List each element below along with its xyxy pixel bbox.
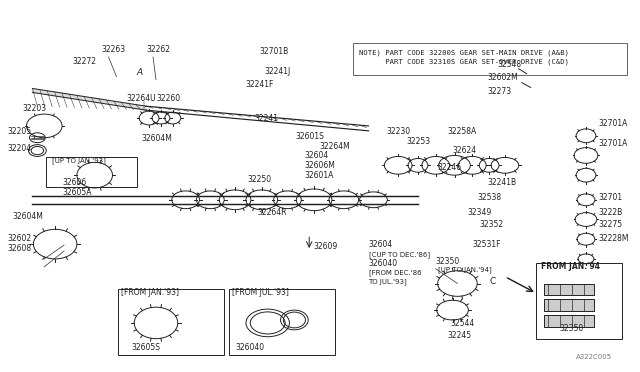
Text: [UP TO JAN.'93]: [UP TO JAN.'93] [52, 157, 106, 164]
Text: [FROM DEC.'86: [FROM DEC.'86 [369, 270, 421, 276]
Text: 32531F: 32531F [472, 240, 501, 249]
Text: 32538: 32538 [477, 193, 501, 202]
Text: 32604: 32604 [369, 240, 393, 249]
Text: 32241B: 32241B [487, 178, 516, 187]
Text: 32350: 32350 [559, 324, 583, 333]
Text: 32701A: 32701A [599, 139, 628, 148]
Text: 32350: 32350 [436, 257, 460, 266]
Text: 32205: 32205 [8, 127, 32, 136]
Text: FROM JAN.'94: FROM JAN.'94 [541, 262, 600, 271]
Text: 32264R: 32264R [258, 208, 287, 217]
Text: 32273: 32273 [487, 87, 511, 96]
Text: 32701A: 32701A [599, 119, 628, 128]
Text: 32606M: 32606M [304, 161, 335, 170]
Text: [FROM JAN.'93]: [FROM JAN.'93] [122, 288, 179, 297]
Text: 32602: 32602 [8, 234, 32, 243]
Text: 32701B: 32701B [260, 47, 289, 56]
Text: 32264U: 32264U [126, 94, 156, 103]
Text: 32246: 32246 [438, 163, 462, 172]
Text: C: C [489, 276, 495, 286]
Text: 32601A: 32601A [304, 171, 333, 180]
Text: [CUP TO DEC.'86]: [CUP TO DEC.'86] [369, 251, 429, 258]
Text: TO JUL.'93]: TO JUL.'93] [369, 279, 407, 285]
Text: NOTE) PART CODE 32200S GEAR SET-MAIN DRIVE (A&B): NOTE) PART CODE 32200S GEAR SET-MAIN DRI… [358, 49, 568, 55]
Text: 32260: 32260 [156, 94, 180, 103]
Bar [545, 299, 594, 311]
Text: 32203: 32203 [22, 104, 47, 113]
Text: 32228M: 32228M [599, 234, 629, 243]
Text: 32701: 32701 [599, 193, 623, 202]
Text: 32604M: 32604M [141, 134, 172, 143]
Text: 32263: 32263 [102, 45, 125, 54]
Bar [545, 315, 594, 327]
Text: 32624: 32624 [452, 147, 477, 155]
Text: 32606: 32606 [62, 178, 86, 187]
Text: 32262: 32262 [146, 45, 170, 54]
Text: 32601S: 32601S [296, 132, 324, 141]
Text: 32608: 32608 [8, 244, 32, 253]
Text: 32548: 32548 [497, 60, 521, 69]
Text: 32241J: 32241J [265, 67, 291, 76]
Text: 32272: 32272 [72, 57, 96, 66]
Text: 32253: 32253 [406, 137, 430, 146]
Text: 32275: 32275 [599, 220, 623, 230]
Text: 32605A: 32605A [62, 188, 92, 197]
Text: 3222B: 3222B [599, 208, 623, 217]
Text: 326040: 326040 [369, 259, 397, 268]
Text: A322C005: A322C005 [576, 355, 612, 360]
Text: 32349: 32349 [467, 208, 492, 217]
Text: 32230: 32230 [387, 127, 410, 136]
Text: 32204: 32204 [8, 144, 32, 153]
Text: 32352: 32352 [479, 220, 503, 230]
Text: 32258A: 32258A [447, 127, 477, 136]
Text: 32241: 32241 [255, 114, 279, 123]
Text: 32602M: 32602M [487, 73, 518, 81]
Text: 326040: 326040 [235, 343, 264, 352]
Text: 32604M: 32604M [13, 212, 44, 221]
Polygon shape [33, 89, 146, 110]
Text: PART CODE 32310S GEAR SET-OVER DRIVE (C&D): PART CODE 32310S GEAR SET-OVER DRIVE (C&… [358, 59, 568, 65]
Text: [UP TO JAN.'94]: [UP TO JAN.'94] [438, 267, 492, 273]
Text: 32245: 32245 [447, 331, 472, 340]
Text: [FROM JUL.'93]: [FROM JUL.'93] [232, 288, 289, 297]
Text: 32544: 32544 [451, 319, 475, 328]
Text: 32609: 32609 [313, 242, 337, 251]
Text: 32250: 32250 [247, 175, 271, 184]
Text: 32604: 32604 [304, 151, 328, 160]
Text: A: A [136, 68, 142, 77]
Text: 32241F: 32241F [245, 80, 273, 90]
Text: 32605S: 32605S [131, 343, 160, 352]
Text: 32264M: 32264M [319, 142, 350, 151]
Bar [545, 283, 594, 295]
